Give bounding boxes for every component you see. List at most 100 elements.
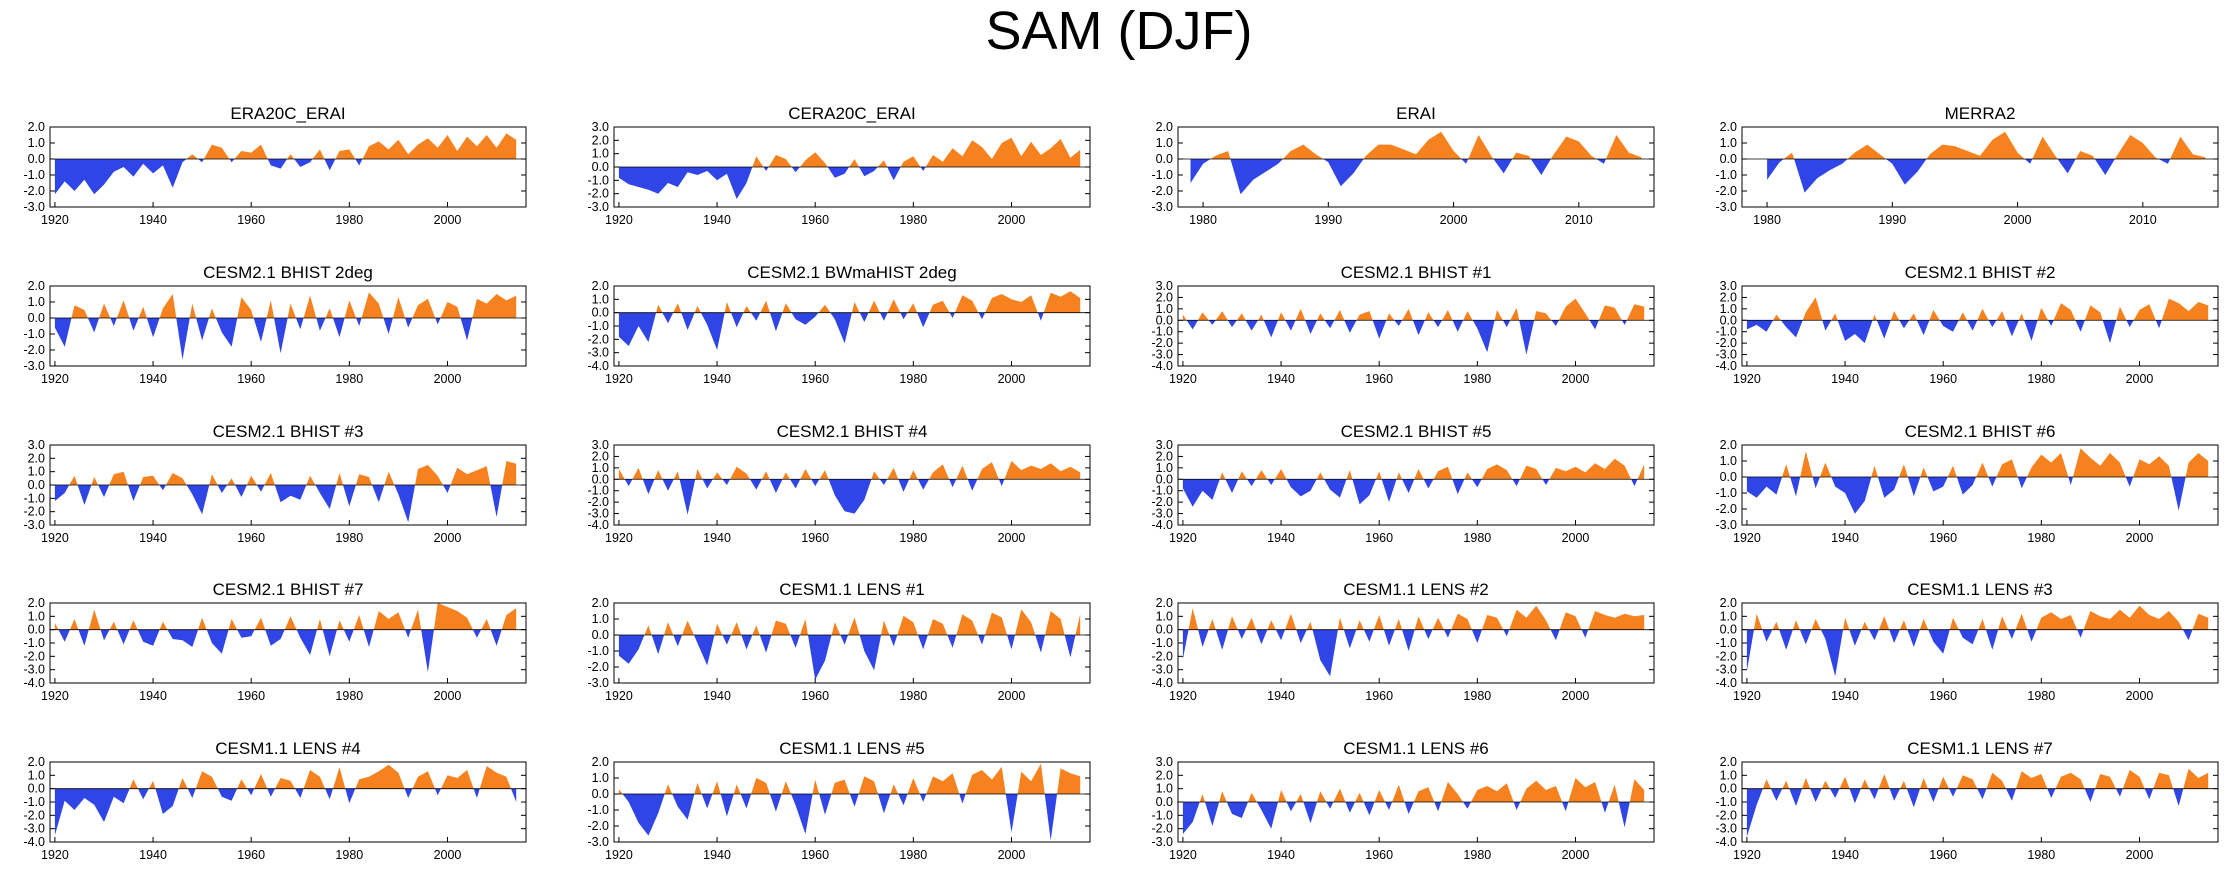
y-tick-label: -1.0 xyxy=(23,491,45,505)
negative-area xyxy=(54,159,517,195)
x-tick-label: 1960 xyxy=(1929,372,1957,386)
y-tick-label: 1.0 xyxy=(592,612,609,626)
x-tick-label: 1960 xyxy=(237,531,265,545)
y-tick-label: 2.0 xyxy=(592,755,609,769)
y-tick-label: 0.0 xyxy=(1156,623,1173,637)
panel-title: CESM1.1 LENS #4 xyxy=(215,739,361,758)
positive-area xyxy=(1753,605,2209,630)
panel-title: CESM2.1 BWmaHIST 2deg xyxy=(747,263,956,282)
y-tick-label: -2.0 xyxy=(1715,184,1737,198)
x-tick-label: 1960 xyxy=(801,372,829,386)
y-tick-label: 2.0 xyxy=(28,596,45,610)
y-tick-label: -2.0 xyxy=(1151,336,1173,350)
panel-title: CESM1.1 LENS #2 xyxy=(1343,580,1489,599)
x-tick-label: 1980 xyxy=(899,213,927,227)
x-tick-label: 1980 xyxy=(2027,372,2055,386)
panel-2: ERAI 2.0 1.0 0.0 -1.0 -2.0 -3.0 1980 1990 2000 201… xyxy=(1151,104,1655,227)
y-tick-label: -3.0 xyxy=(587,676,609,690)
y-tick-label: -2.0 xyxy=(1715,502,1737,516)
x-tick-label: 2000 xyxy=(2126,531,2154,545)
x-tick-label: 1960 xyxy=(237,689,265,703)
y-tick-label: 0.0 xyxy=(28,478,45,492)
y-tick-label: 1.0 xyxy=(1720,302,1737,316)
x-tick-label: 1960 xyxy=(801,531,829,545)
y-tick-label: -3.0 xyxy=(1151,507,1173,521)
y-tick-label: -4.0 xyxy=(1151,676,1173,690)
y-tick-label: -2.0 xyxy=(1151,822,1173,836)
y-tick-label: -1.0 xyxy=(1151,484,1173,498)
y-tick-label: 0.0 xyxy=(592,628,609,642)
y-tick-label: -4.0 xyxy=(23,835,45,849)
x-tick-label: 1940 xyxy=(139,689,167,703)
y-tick-label: -3.0 xyxy=(1151,348,1173,362)
panel-7: CESM2.1 BHIST #2 3.02.01.00.0-1.0-2.0-3.0… xyxy=(1715,263,2219,386)
positive-area xyxy=(1182,298,1645,321)
y-tick-label: -3.0 xyxy=(23,359,45,373)
y-tick-label: -2.0 xyxy=(587,332,609,346)
panel-title: CESM2.1 BHIST #7 xyxy=(213,580,364,599)
x-tick-label: 1920 xyxy=(605,531,633,545)
y-tick-label: -2.0 xyxy=(23,808,45,822)
y-tick-label: -1.0 xyxy=(1151,325,1173,339)
y-tick-label: 0.0 xyxy=(1720,782,1737,796)
plot-frame xyxy=(613,444,1091,526)
panel-title: CESM2.1 BHIST #2 xyxy=(1905,263,2056,282)
y-tick-label: -2.0 xyxy=(1151,649,1173,663)
negative-area xyxy=(1190,159,1642,195)
positive-area xyxy=(1190,131,1642,159)
y-tick-label: -1.0 xyxy=(1715,325,1737,339)
x-tick-label: 1980 xyxy=(899,848,927,862)
y-tick-label: -1.0 xyxy=(23,168,45,182)
positive-area xyxy=(1219,458,1645,480)
y-tick-label: -4.0 xyxy=(587,518,609,532)
x-tick-label: 1920 xyxy=(41,689,69,703)
panel-5: CESM2.1 BWmaHIST 2deg 2.01.00.0-1.0-2.0-3… xyxy=(587,263,1091,386)
x-tick-label: 1940 xyxy=(703,531,731,545)
y-tick-label: 0.0 xyxy=(1720,470,1737,484)
plot-frame xyxy=(49,126,527,208)
panel-12: CESM2.1 BHIST #7 2.01.00.0-1.0-2.0-3.0-4.… xyxy=(23,580,527,703)
x-tick-label: 1980 xyxy=(1189,213,1217,227)
y-tick-label: -1.0 xyxy=(587,484,609,498)
x-tick-label: 1940 xyxy=(1267,848,1295,862)
negative-area xyxy=(1746,320,2209,344)
x-tick-label: 1940 xyxy=(703,848,731,862)
x-tick-label: 1960 xyxy=(801,848,829,862)
y-tick-label: 1.0 xyxy=(592,461,609,475)
y-tick-label: 2.0 xyxy=(1156,596,1173,610)
x-tick-label: 2000 xyxy=(998,848,1026,862)
y-tick-label: 2.0 xyxy=(1156,449,1173,463)
x-tick-label: 1960 xyxy=(1365,372,1393,386)
x-tick-label: 1920 xyxy=(1169,531,1197,545)
positive-area xyxy=(129,764,512,789)
negative-area xyxy=(618,794,1081,841)
panel-title: CESM1.1 LENS #1 xyxy=(779,580,925,599)
x-tick-label: 2000 xyxy=(434,372,462,386)
x-tick-label: 1980 xyxy=(1753,213,1781,227)
y-tick-label: -4.0 xyxy=(1715,676,1737,690)
y-tick-label: -4.0 xyxy=(587,359,609,373)
positive-area xyxy=(618,763,1081,794)
x-tick-label: 1940 xyxy=(1267,689,1295,703)
x-tick-label: 1920 xyxy=(1169,848,1197,862)
y-tick-label: -2.0 xyxy=(1715,808,1737,822)
y-tick-label: 3.0 xyxy=(592,120,609,134)
panel-title: CESM2.1 BHIST #4 xyxy=(777,422,928,441)
x-tick-label: 2000 xyxy=(2126,689,2154,703)
y-tick-label: -1.0 xyxy=(23,636,45,650)
x-tick-label: 1960 xyxy=(1365,848,1393,862)
plot-frame xyxy=(1177,602,1655,684)
y-tick-label: -3.0 xyxy=(1715,663,1737,677)
positive-area xyxy=(1746,448,2209,477)
y-tick-label: 2.0 xyxy=(592,279,609,293)
y-tick-label: 0.0 xyxy=(28,152,45,166)
y-tick-label: 0.0 xyxy=(1720,313,1737,327)
positive-area xyxy=(1773,297,2209,321)
panel-11: CESM2.1 BHIST #6 2.0 1.0 0.0 -1.0 -2.0 -3.0192… xyxy=(1715,422,2219,545)
x-tick-label: 1920 xyxy=(41,213,69,227)
y-tick-label: 0.0 xyxy=(28,623,45,637)
y-tick-label: -4.0 xyxy=(1151,359,1173,373)
plot-frame xyxy=(49,761,527,843)
y-tick-label: -3.0 xyxy=(23,822,45,836)
